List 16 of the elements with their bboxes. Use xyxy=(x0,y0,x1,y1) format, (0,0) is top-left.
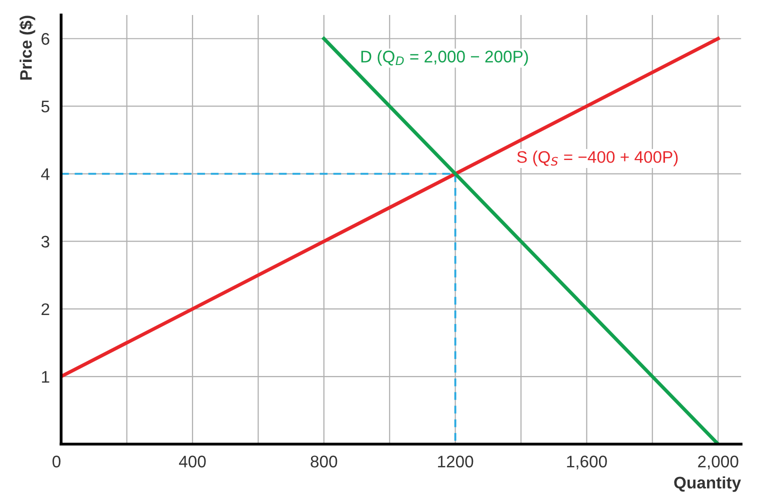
x-tick-label: 0 xyxy=(52,456,60,468)
y-tick-label: 3 xyxy=(41,236,50,248)
series-label: D (Q$_{D}$ = 2,000 − 200P) xyxy=(361,50,528,66)
y-axis-title: Price ($) xyxy=(19,16,36,80)
y-tick-label: 5 xyxy=(41,100,50,112)
x-tick-label: 1200 xyxy=(438,456,474,468)
y-tick-label: 2 xyxy=(42,303,50,315)
x-tick-label: 800 xyxy=(310,456,338,468)
x-tick-label: 2,000 xyxy=(698,456,738,470)
x-axis-title: Quantity xyxy=(674,476,741,492)
x-tick-label: 400 xyxy=(178,456,206,468)
y-tick-label: 4 xyxy=(41,168,50,180)
series-label: S (Q$_{S}$ = −400 + 400P) xyxy=(517,150,678,166)
y-tick-label: 1 xyxy=(42,371,50,383)
x-tick-label: 1,600 xyxy=(567,456,607,470)
y-tick-label: 6 xyxy=(42,33,50,45)
